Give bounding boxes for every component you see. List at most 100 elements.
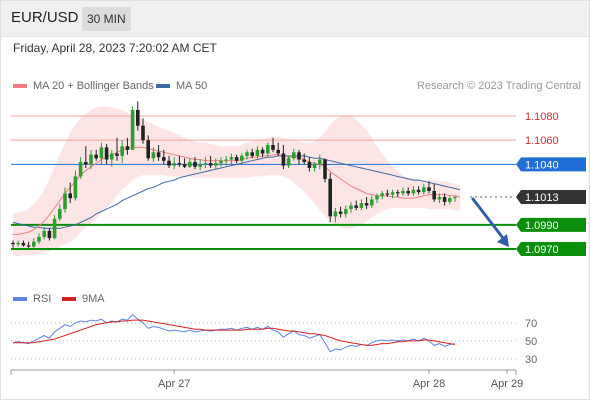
candle-body — [276, 149, 280, 154]
ma50-line — [12, 155, 461, 229]
legend-swatch-rsi — [13, 297, 27, 302]
price-tag-label: 1.0990 — [525, 220, 559, 232]
candle-body — [151, 152, 156, 159]
candle-body — [266, 145, 270, 154]
candle-body — [42, 230, 46, 237]
timeframe-badge[interactable]: 30 MIN — [82, 7, 131, 31]
candle-body — [260, 149, 265, 154]
candle-body — [104, 147, 109, 160]
candle-body — [167, 160, 171, 166]
candle-body — [422, 187, 426, 193]
candle-body — [297, 152, 301, 160]
candle-body — [208, 163, 213, 166]
candle-body — [250, 152, 254, 156]
legend-label-9ma: 9MA — [82, 293, 105, 305]
candle-body — [380, 193, 384, 196]
candle-body — [73, 176, 78, 199]
candle-body — [89, 154, 93, 165]
candle-body — [182, 164, 187, 167]
candle-body — [307, 161, 312, 168]
candle-body — [385, 193, 390, 195]
candle-body — [78, 161, 83, 177]
price-tag-pivot — [516, 157, 586, 172]
legend-label-ma20: MA 20 + Bollinger Bands — [33, 80, 154, 92]
candle-body — [442, 197, 447, 202]
x-tick-label: Apr 27 — [158, 378, 190, 390]
rsi-tick-label: 30 — [525, 354, 537, 366]
legend-label-rsi: RSI — [33, 293, 52, 305]
legend-ma50: MA 50 — [156, 80, 207, 92]
price-tag-label: 1.1080 — [525, 111, 559, 123]
candle-body — [240, 155, 244, 161]
price-tag-support — [516, 217, 586, 232]
candle-body — [120, 146, 124, 156]
candle-body — [58, 209, 62, 219]
candle-body — [302, 159, 306, 162]
candle-body — [453, 197, 457, 199]
candle-body — [52, 218, 57, 239]
candle-body — [234, 157, 239, 161]
price-tag-label: 1.1040 — [525, 159, 559, 171]
forecast-arrow-shaft — [471, 197, 508, 244]
candle-body — [136, 109, 140, 126]
candle-body — [141, 125, 145, 141]
candle-body — [312, 164, 317, 168]
candle-body — [32, 241, 36, 247]
candle-body — [271, 145, 275, 150]
candle-body — [328, 178, 332, 217]
candle-body — [427, 187, 431, 191]
candle-body — [99, 147, 104, 159]
candle-body — [21, 242, 26, 246]
candle-body — [344, 209, 348, 214]
legend-9ma: 9MA — [62, 293, 105, 305]
candle-body — [318, 159, 322, 165]
candle-body — [37, 236, 41, 242]
candle-body — [198, 164, 202, 167]
candle-body — [177, 163, 182, 165]
candle-body — [146, 140, 150, 159]
candle-body — [188, 161, 192, 167]
legend-rsi: RSI — [13, 293, 51, 305]
candle-body — [432, 190, 436, 200]
candle-body — [130, 109, 135, 150]
forecast-arrow-head — [497, 234, 509, 247]
candle-body — [110, 153, 114, 160]
legend-swatch-9ma — [62, 297, 76, 302]
legend-ma20-bollinger: MA 20 + Bollinger Bands — [13, 80, 154, 92]
bollinger-band-area — [13, 106, 461, 257]
candle-body — [359, 203, 364, 208]
attribution: Research © 2023 Trading Central — [416, 80, 581, 92]
price-tag-label: 1.1060 — [525, 135, 559, 147]
candle-body — [219, 160, 223, 164]
candle-body — [364, 203, 369, 206]
legend-swatch-ma50 — [156, 84, 170, 89]
candle-body — [354, 205, 358, 208]
candle-body — [125, 146, 130, 150]
candle-body — [224, 159, 228, 161]
x-tick-label: Apr 28 — [413, 378, 445, 390]
candle-body — [214, 163, 218, 166]
rsi-tick-label: 70 — [525, 318, 537, 330]
candle-body — [94, 154, 98, 159]
candle-body — [203, 163, 208, 165]
candle-body — [11, 242, 15, 245]
candle-body — [390, 192, 395, 195]
candle-body — [162, 157, 166, 161]
candle-body — [375, 195, 379, 200]
price-tag-support — [516, 242, 586, 256]
candle-body — [16, 242, 20, 245]
candle-body — [292, 152, 296, 159]
candle-body — [448, 198, 452, 202]
rsi-line — [12, 314, 456, 353]
candle-body — [437, 197, 442, 200]
candle-body — [156, 152, 161, 158]
candle-body — [193, 161, 197, 167]
candle-body — [406, 190, 410, 194]
rsi-tick-label: 50 — [525, 336, 537, 348]
candle-body — [370, 199, 374, 206]
price-tag-label: 1.0970 — [525, 244, 559, 256]
candle-body — [47, 230, 52, 239]
candle-body — [229, 157, 234, 160]
